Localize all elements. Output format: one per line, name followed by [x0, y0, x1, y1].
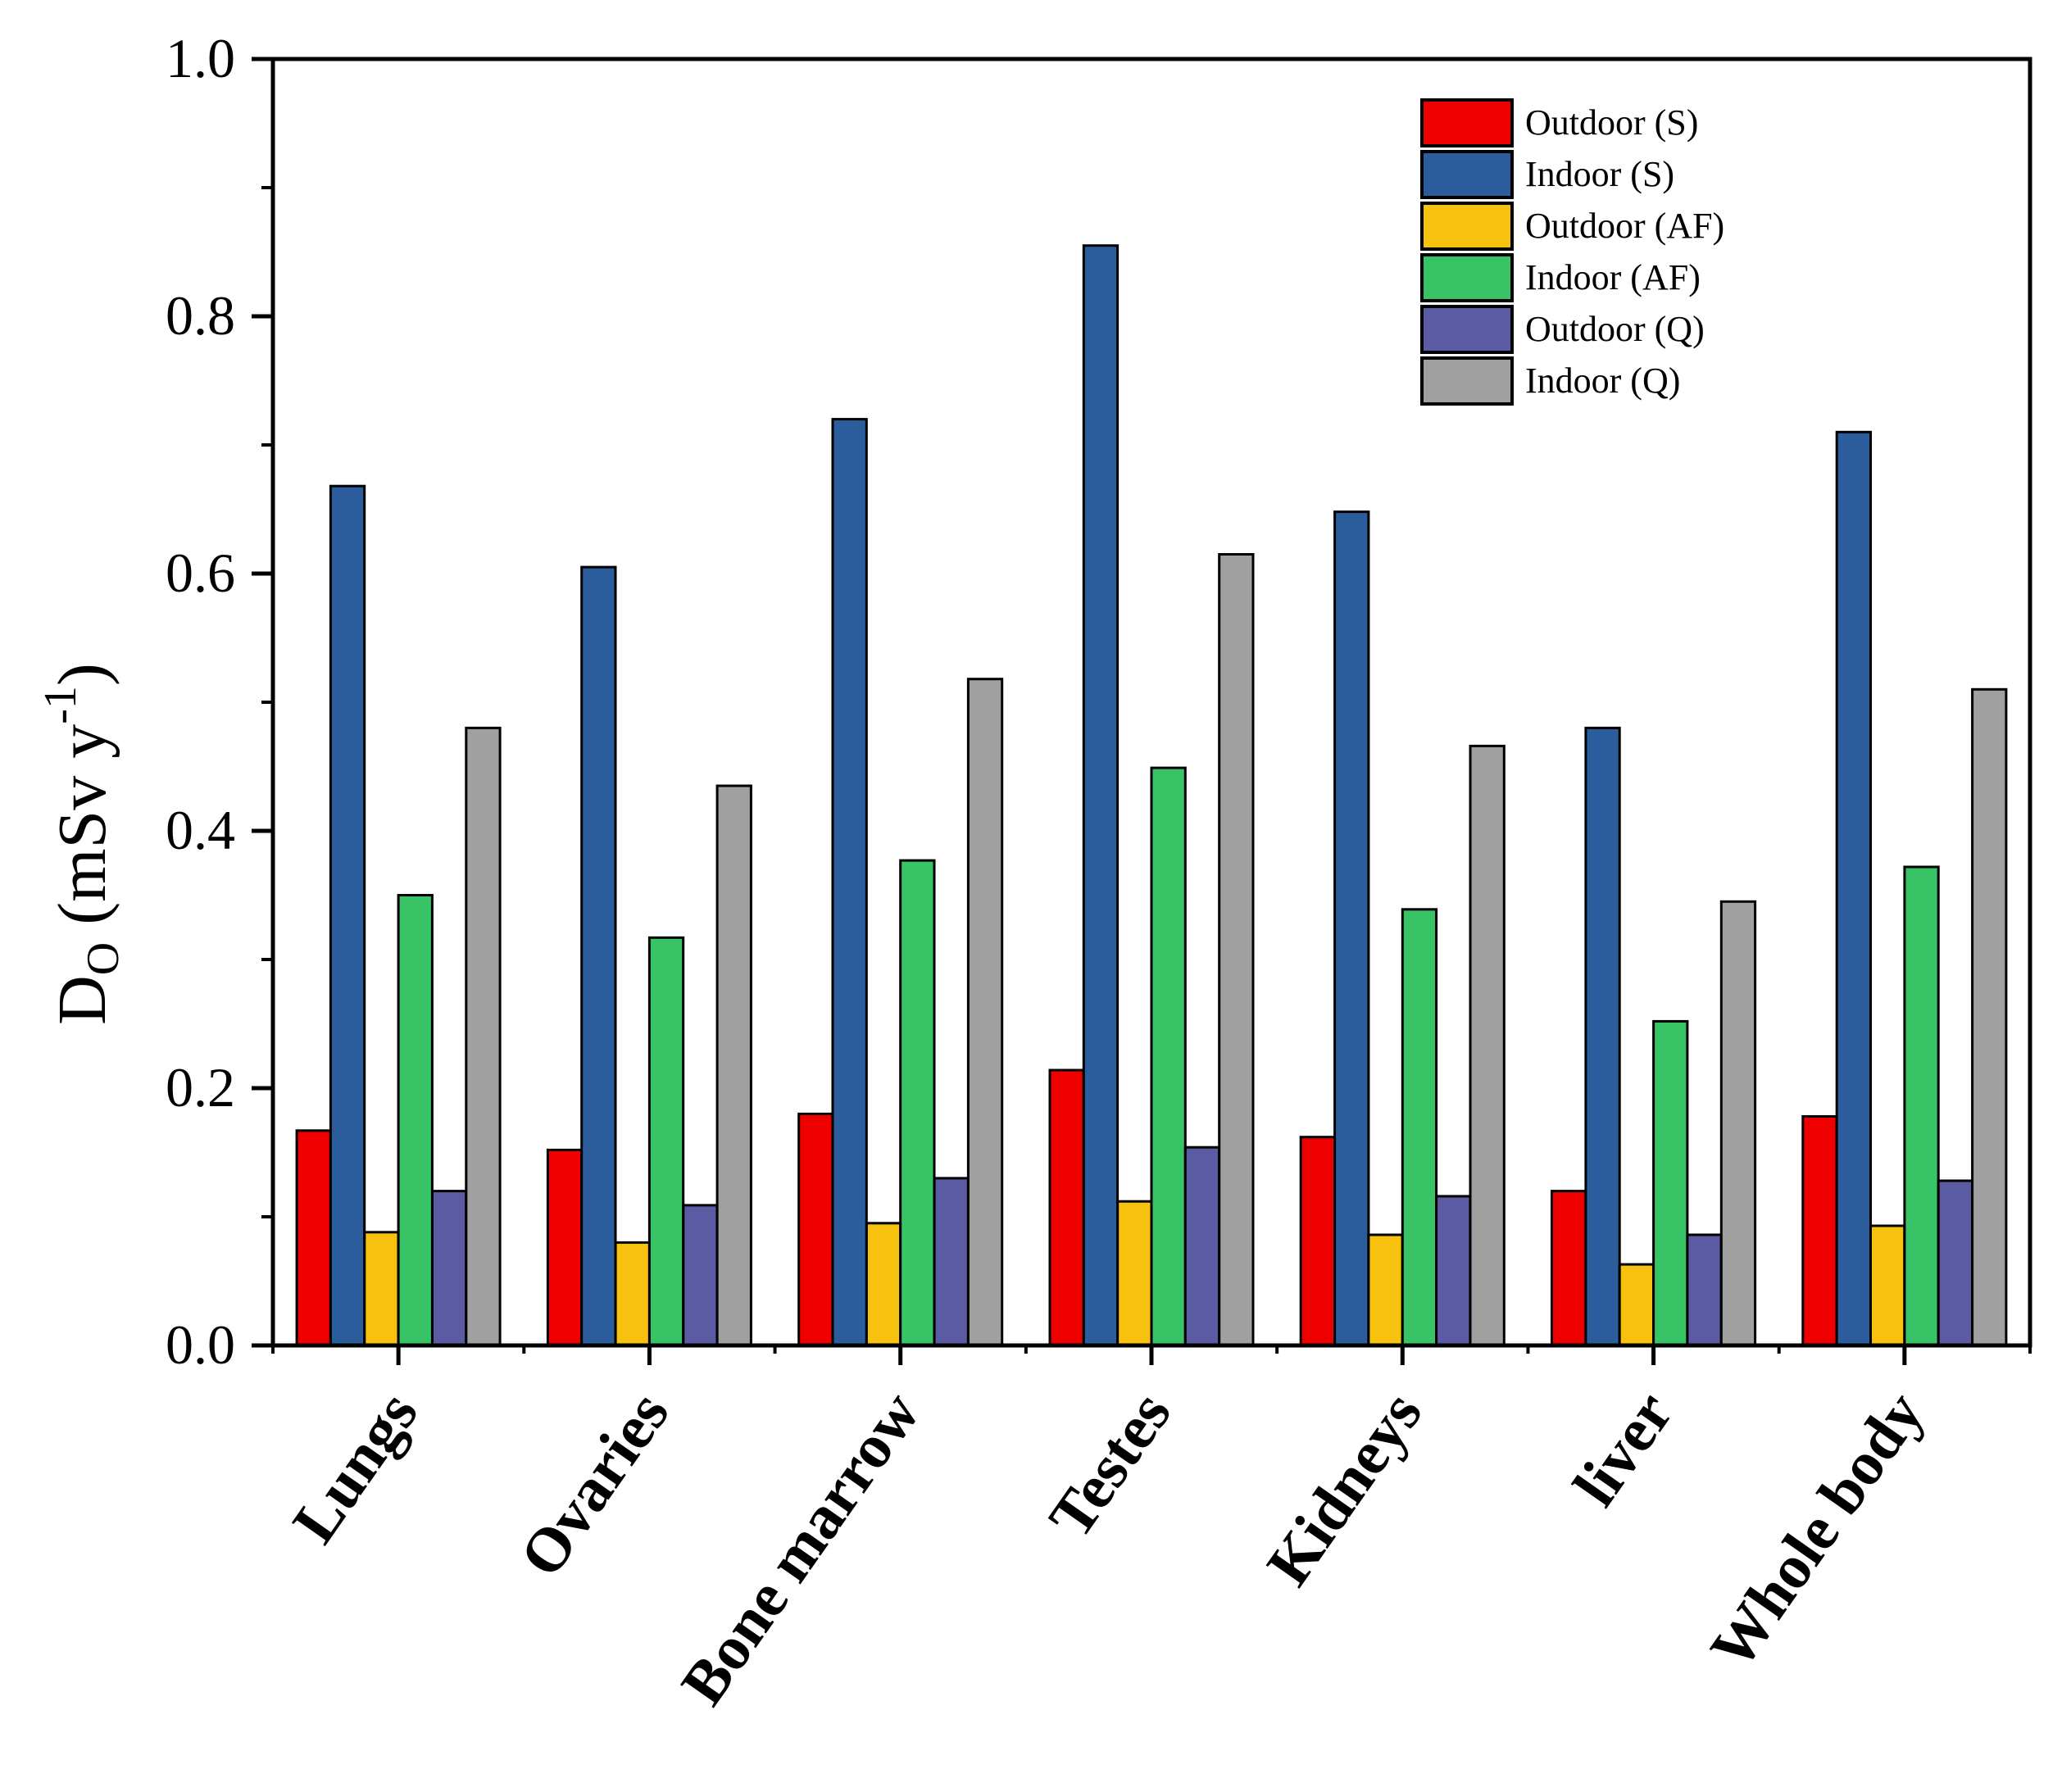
bar-lungs-outdoor-af: [363, 1231, 400, 1347]
bar-whole-body-indoor-af: [1903, 865, 1940, 1347]
bar-ovaries-outdoor-q: [682, 1204, 719, 1347]
bar-testes-indoor-af: [1150, 766, 1187, 1347]
bar-lungs-outdoor-q: [431, 1190, 468, 1347]
bar-ovaries-indoor-af: [647, 936, 685, 1347]
bar-lungs-outdoor-s: [295, 1129, 332, 1347]
x-tick-label: Ovaries: [506, 1380, 682, 1590]
bar-lungs-indoor-s: [329, 484, 366, 1347]
bar-whole-body-outdoor-af: [1869, 1224, 1906, 1347]
bar-bone-marrow-indoor-af: [899, 859, 936, 1347]
y-tick-label: 0.8: [166, 284, 235, 347]
bar-bone-marrow-indoor-s: [831, 418, 868, 1347]
x-tick-label: Testes: [1036, 1380, 1184, 1550]
legend-label: Indoor (S): [1525, 154, 1674, 194]
legend-swatch: [1420, 202, 1514, 251]
bar-kidneys-outdoor-s: [1299, 1136, 1336, 1347]
bar-whole-body-indoor-q: [1971, 687, 2008, 1347]
bar-ovaries-outdoor-s: [546, 1148, 584, 1347]
legend-swatch: [1420, 356, 1514, 406]
x-tick-label: Kidneys: [1254, 1380, 1435, 1598]
legend-label: Indoor (AF): [1525, 257, 1701, 297]
x-tick-label: Lungs: [279, 1380, 431, 1555]
y-axis-label-unit-prefix: (mSv y: [44, 724, 120, 942]
bar-bone-marrow-outdoor-q: [933, 1177, 970, 1347]
legend-label: Outdoor (Q): [1525, 309, 1705, 349]
y-axis-label-superscript: -1: [35, 686, 86, 724]
x-tick-label: Bone marrow: [668, 1379, 933, 1717]
x-tick-label: liver: [1560, 1380, 1687, 1518]
bar-bone-marrow-indoor-q: [966, 678, 1004, 1347]
bar-ovaries-indoor-s: [580, 565, 617, 1347]
bar-lungs-indoor-q: [465, 726, 502, 1347]
bar-kidneys-outdoor-q: [1435, 1195, 1472, 1347]
y-axis-label-main: D: [44, 975, 120, 1025]
y-axis-label-unit-suffix: ): [44, 663, 120, 686]
bar-whole-body-indoor-s: [1835, 430, 1872, 1347]
y-tick-label: 1.0: [166, 27, 235, 89]
bar-ovaries-outdoor-af: [614, 1241, 651, 1347]
bar-liver-indoor-s: [1584, 726, 1621, 1347]
y-tick-label: 0.4: [166, 799, 235, 861]
bar-testes-outdoor-s: [1048, 1068, 1085, 1347]
bar-testes-indoor-s: [1082, 244, 1120, 1347]
y-axis-label-subscript: O: [78, 942, 129, 975]
bar-liver-outdoor-s: [1551, 1190, 1587, 1347]
bars-layer: [295, 244, 2008, 1347]
bar-bone-marrow-outdoor-af: [865, 1222, 902, 1347]
bar-liver-indoor-q: [1719, 900, 1757, 1347]
bar-lungs-indoor-af: [397, 894, 434, 1347]
y-axis-label: DO (mSv y-1): [35, 663, 129, 1025]
legend-label: Outdoor (AF): [1525, 206, 1724, 246]
legend-swatch: [1420, 253, 1514, 302]
bar-kidneys-indoor-af: [1401, 908, 1438, 1347]
bar-kidneys-indoor-q: [1469, 744, 1506, 1347]
legend-swatch: [1420, 305, 1514, 354]
bar-whole-body-outdoor-q: [1937, 1179, 1973, 1347]
bar-ovaries-indoor-q: [715, 784, 752, 1347]
bar-testes-outdoor-q: [1183, 1146, 1221, 1347]
legend-swatch: [1420, 150, 1514, 199]
x-tick-label: Whole body: [1697, 1380, 1937, 1681]
bar-testes-indoor-q: [1218, 553, 1255, 1347]
legend-swatch: [1420, 98, 1514, 147]
y-tick-label: 0.2: [166, 1056, 235, 1118]
bar-bone-marrow-outdoor-s: [797, 1112, 834, 1347]
bar-liver-indoor-af: [1652, 1019, 1689, 1347]
bar-kidneys-outdoor-af: [1367, 1233, 1404, 1347]
y-tick-label: 0.0: [166, 1313, 235, 1376]
legend: Outdoor (S) Indoor (S) Outdoor (AF) Indoor …: [1420, 98, 1724, 406]
bar-liver-outdoor-q: [1686, 1233, 1723, 1347]
bar-liver-outdoor-af: [1618, 1263, 1655, 1347]
bar-testes-outdoor-af: [1116, 1200, 1153, 1347]
legend-label: Outdoor (S): [1525, 102, 1698, 143]
y-tick-label: 0.6: [166, 542, 235, 604]
legend-label: Indoor (Q): [1525, 361, 1680, 401]
bar-whole-body-outdoor-s: [1801, 1115, 1838, 1347]
bar-kidneys-indoor-s: [1333, 510, 1370, 1347]
